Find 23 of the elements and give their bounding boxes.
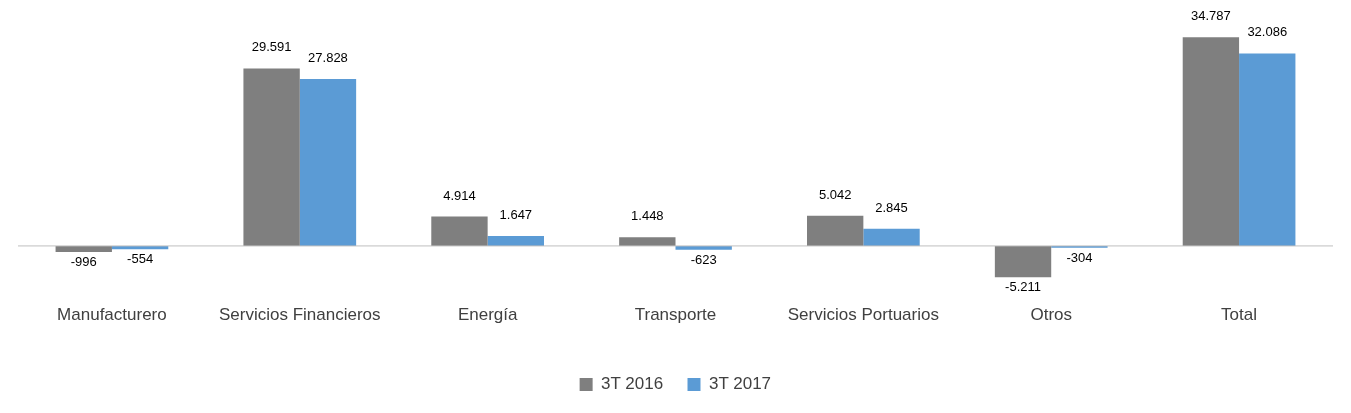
data-label: 32.086 bbox=[1247, 24, 1288, 40]
data-label: 27.828 bbox=[308, 50, 348, 66]
data-label: -554 bbox=[127, 251, 154, 267]
x-tick-label: Servicios Portuarios bbox=[787, 305, 939, 325]
legend-label: 3T 2017 bbox=[709, 374, 772, 394]
x-tick-label: Energía bbox=[457, 305, 518, 325]
legend-label: 3T 2016 bbox=[601, 374, 664, 394]
data-label: -623 bbox=[690, 251, 717, 267]
data-label: -5.211 bbox=[1005, 279, 1041, 295]
data-label: 29.591 bbox=[251, 39, 292, 55]
data-label: 2.845 bbox=[875, 199, 908, 215]
data-label: -304 bbox=[1066, 249, 1093, 265]
x-tick-label: Otros bbox=[1030, 305, 1072, 325]
data-label: 4.914 bbox=[443, 187, 476, 203]
x-tick-label: Transporte bbox=[634, 305, 717, 325]
data-label: 34.787 bbox=[1191, 8, 1231, 24]
data-label: 1.448 bbox=[631, 208, 664, 224]
x-tick-label: Total bbox=[1221, 305, 1258, 325]
data-label: 5.042 bbox=[818, 186, 852, 202]
x-tick-label: Manufacturero bbox=[57, 305, 167, 325]
data-label: 1.647 bbox=[499, 207, 533, 223]
x-tick-label: Servicios Financieros bbox=[219, 305, 381, 325]
data-label: -996 bbox=[70, 253, 97, 269]
